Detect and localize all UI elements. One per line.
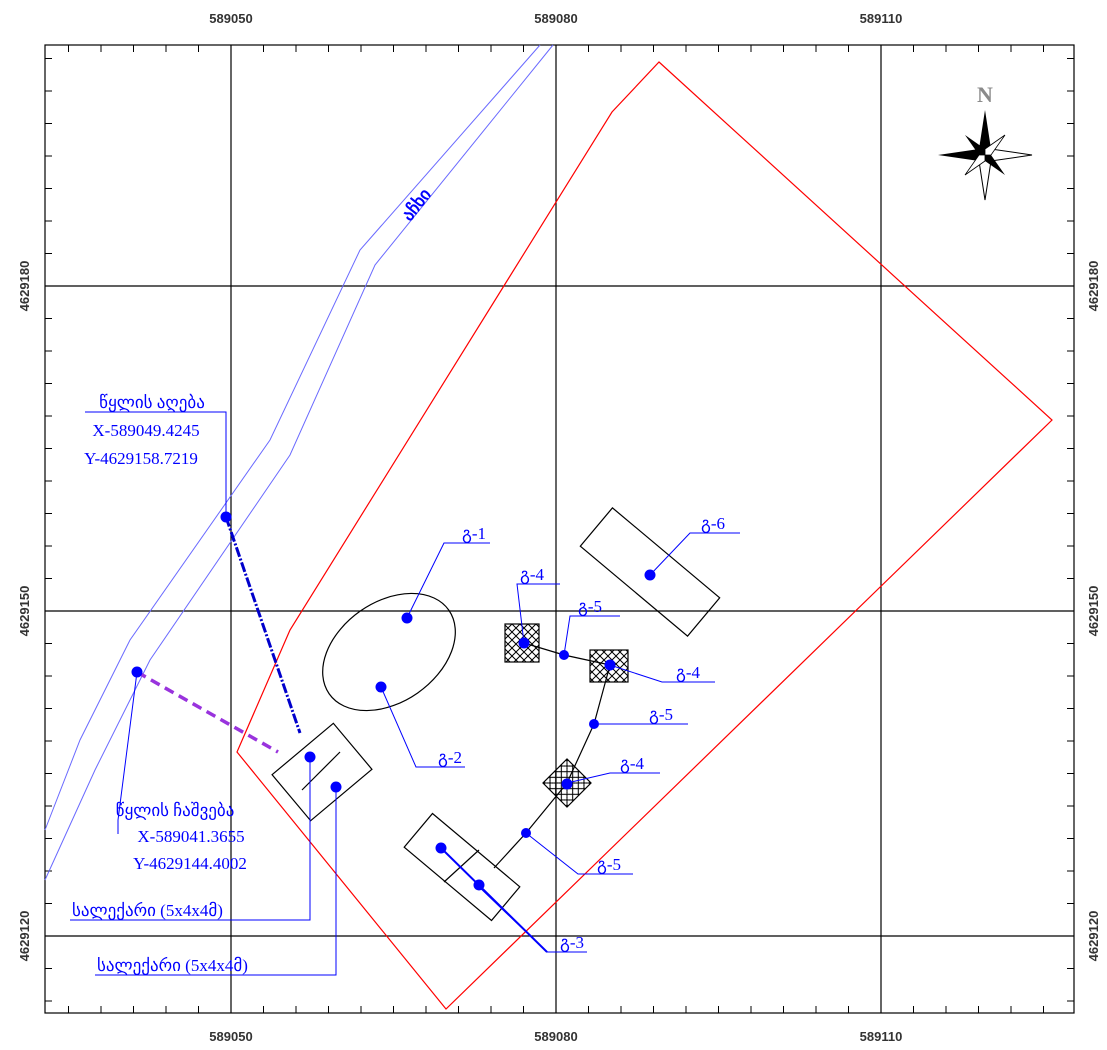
y-tick-label: 4629120 [1086,911,1101,962]
site-boundary [236,61,1053,1010]
settler-tank-lower [403,812,521,922]
water-intake-y: Y-4629158.7219 [84,449,198,468]
water-intake-x: X-589049.4245 [92,421,199,440]
label-g4-c: გ-4 [620,754,645,773]
compass-rose-icon [938,110,1033,201]
water-discharge-y: Y-4629144.4002 [133,854,247,873]
y-tick-label: 4629180 [1086,261,1101,312]
g3-pipe [440,847,548,953]
settler-divider-upper [301,751,341,791]
label-g6: გ-6 [701,514,725,533]
point-g2 [375,681,387,693]
settler-point-1 [304,751,316,763]
label-g5-b: გ-5 [649,705,673,724]
label-g5-c: გ-5 [597,855,621,874]
point-g1 [401,612,413,624]
north-arrow: N [938,82,1033,201]
x-tick-label: 589050 [209,1029,252,1044]
point-g4-a [518,637,530,649]
building-g6 [579,507,721,637]
intake-point [220,511,232,523]
x-tick-label: 589110 [860,11,903,26]
label-leaders [70,411,740,976]
north-label: N [977,82,993,107]
water-discharge-title: წყლის ჩაშვება [116,801,235,821]
y-tick-label: 4629180 [17,261,32,312]
y-axis-labels-right: 4629180 4629150 4629120 [1086,261,1101,962]
x-axis-labels-bottom: 589050 589080 589110 [209,1029,902,1044]
x-tick-label: 589080 [534,1029,577,1044]
point-g5-b [589,719,599,729]
water-intake-title: წყლის აღება [99,393,205,413]
river-bank-right [44,44,554,881]
point-g4-b [604,659,616,671]
y-tick-label: 4629120 [17,911,32,962]
settler-label-1: სალექარი (5x4x4მ) [72,901,223,921]
x-axis-labels-top: 589050 589080 589110 [209,11,902,26]
point-g4-c [561,778,573,790]
label-g1: გ-1 [462,524,486,543]
label-g4-a: გ-4 [520,565,545,584]
y-tick-label: 4629150 [17,586,32,637]
discharge-pipe-line [136,670,279,754]
water-discharge-x: X-589041.3655 [137,827,244,846]
x-tick-label: 589050 [209,11,252,26]
map-labels: წყლის აღება X-589049.4245 Y-4629158.7219… [72,393,725,976]
y-axis-labels-left: 4629180 4629150 4629120 [17,261,32,962]
label-g2: გ-2 [438,748,462,767]
frame-ticks [45,45,1074,1013]
map-frame [44,44,1075,1014]
settler-divider-lower [443,849,480,883]
label-g5-a: გ-5 [578,597,602,616]
river [44,44,554,881]
point-g6 [644,569,656,581]
settler-label-2: სალექარი (5x4x4მ) [97,956,248,976]
label-g3: გ-3 [560,933,584,952]
discharge-point [131,666,143,678]
settler-tank-upper [271,722,373,822]
ellipse-g1-g2 [322,592,456,712]
label-g4-b: გ-4 [676,663,701,682]
point-g5-c [521,828,531,838]
x-tick-label: 589110 [860,1029,903,1044]
river-bank-left [44,44,541,831]
intake-pipe-line [224,516,302,734]
point-g5-a [559,650,569,660]
x-tick-label: 589080 [534,11,577,26]
point-markers [131,511,656,891]
settler-point-2 [330,781,342,793]
y-tick-label: 4629150 [1086,586,1101,637]
